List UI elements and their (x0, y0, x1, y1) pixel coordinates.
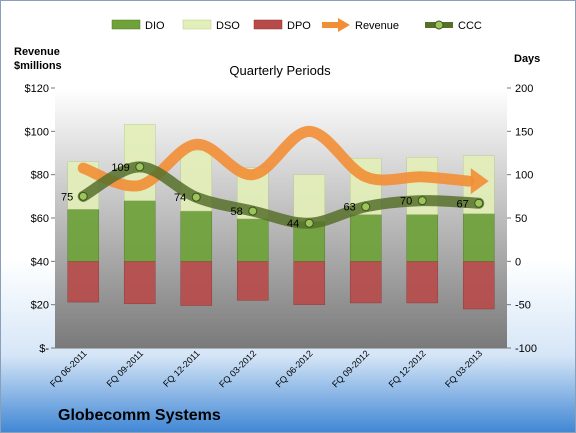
bar-dio (349, 214, 382, 262)
legend-label-dpo: DPO (287, 20, 311, 32)
legend-label-ccc: CCC (458, 20, 482, 32)
right-tick-label: 200 (515, 83, 533, 95)
ccc-point (304, 218, 314, 228)
bar-dio (406, 214, 439, 262)
revenue-line (77, 125, 475, 192)
bar-dio (180, 210, 213, 262)
ccc-series: 75 109 74 58 44 63 70 67 (61, 161, 485, 230)
legend-label-revenue: Revenue (355, 20, 399, 32)
right-axis: -100 -50 0 50 100 150 200 (507, 83, 537, 355)
right-tick-label: -100 (515, 343, 537, 355)
legend-label-dso: DSO (216, 20, 240, 32)
left-axis: $- $20 $40 $60 $80 $100 $120 (25, 83, 55, 355)
bar-dpo (67, 261, 100, 303)
right-axis-title: Days (514, 53, 540, 65)
ccc-data-label: 63 (344, 202, 356, 214)
legend-swatch-dso (182, 19, 212, 30)
ccc-point (248, 206, 258, 216)
ccc-data-label: 74 (174, 192, 186, 204)
right-tick-label: -50 (515, 300, 531, 312)
legend-arrowhead-revenue (338, 18, 350, 32)
legend-swatch-dpo (253, 19, 283, 30)
ccc-data-label: 75 (61, 191, 73, 203)
ccc-point (191, 192, 201, 202)
legend: DIO DSO DPO Revenue CCC (111, 18, 482, 32)
right-tick-label: 150 (515, 126, 533, 138)
left-tick-label: $120 (25, 83, 49, 95)
legend-label-dio: DIO (145, 20, 165, 32)
left-tick-label: $20 (31, 300, 49, 312)
bar-dio (67, 209, 100, 262)
bar-dso (293, 174, 326, 222)
bar-dpo (123, 261, 156, 305)
bar-dpo (236, 261, 269, 301)
ccc-data-label: 109 (111, 162, 129, 174)
left-axis-title-line1: Revenue (14, 46, 60, 58)
bar-dio (462, 213, 495, 262)
bar-dpo (180, 261, 213, 306)
right-tick-label: 100 (515, 170, 533, 182)
company-name: Globecomm Systems (58, 407, 221, 424)
legend-swatch-dio (111, 19, 141, 30)
left-tick-label: $- (39, 343, 49, 355)
left-tick-label: $100 (25, 126, 49, 138)
left-tick-label: $60 (31, 213, 49, 225)
ccc-point (135, 162, 145, 172)
legend-marker-ccc (434, 20, 444, 30)
bar-dio (123, 200, 156, 262)
ccc-data-label: 58 (231, 206, 243, 218)
bar-dpo (349, 261, 382, 304)
ccc-data-label: 70 (400, 196, 412, 208)
revenue-series (77, 125, 489, 195)
ccc-data-label: 44 (287, 218, 299, 230)
ccc-point (78, 191, 88, 201)
ccc-point (474, 198, 484, 208)
right-tick-label: 0 (515, 256, 521, 268)
ccc-data-label: 67 (457, 198, 469, 210)
left-axis-title-line2: $millions (14, 60, 62, 72)
chart-subtitle: Quarterly Periods (229, 63, 331, 78)
bar-dio (236, 218, 269, 262)
right-tick-label: 50 (515, 213, 527, 225)
revenue-arrowhead (470, 168, 489, 195)
ccc-point (417, 196, 427, 206)
left-tick-label: $80 (31, 170, 49, 182)
bar-dpo (293, 261, 326, 305)
bar-dpo (406, 261, 439, 304)
left-tick-label: $40 (31, 256, 49, 268)
ccc-point (361, 202, 371, 212)
bar-dpo (462, 261, 495, 310)
